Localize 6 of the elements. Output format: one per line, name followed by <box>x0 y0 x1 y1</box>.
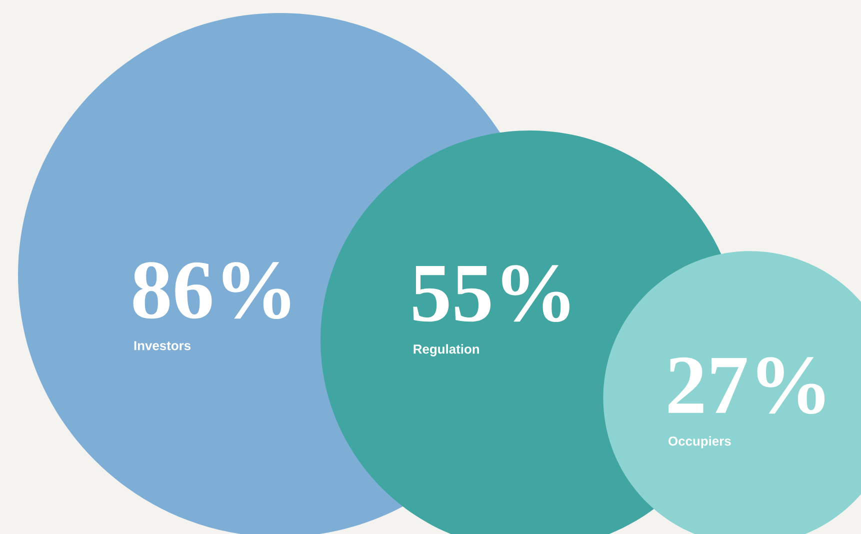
category-label: Occupiers <box>668 436 731 448</box>
data-label: 55% <box>413 265 570 322</box>
data-label: 27% <box>668 357 825 414</box>
data-label: 86% <box>133 262 290 319</box>
category-label: Investors <box>134 341 191 350</box>
category-label: Regulation <box>414 344 479 356</box>
